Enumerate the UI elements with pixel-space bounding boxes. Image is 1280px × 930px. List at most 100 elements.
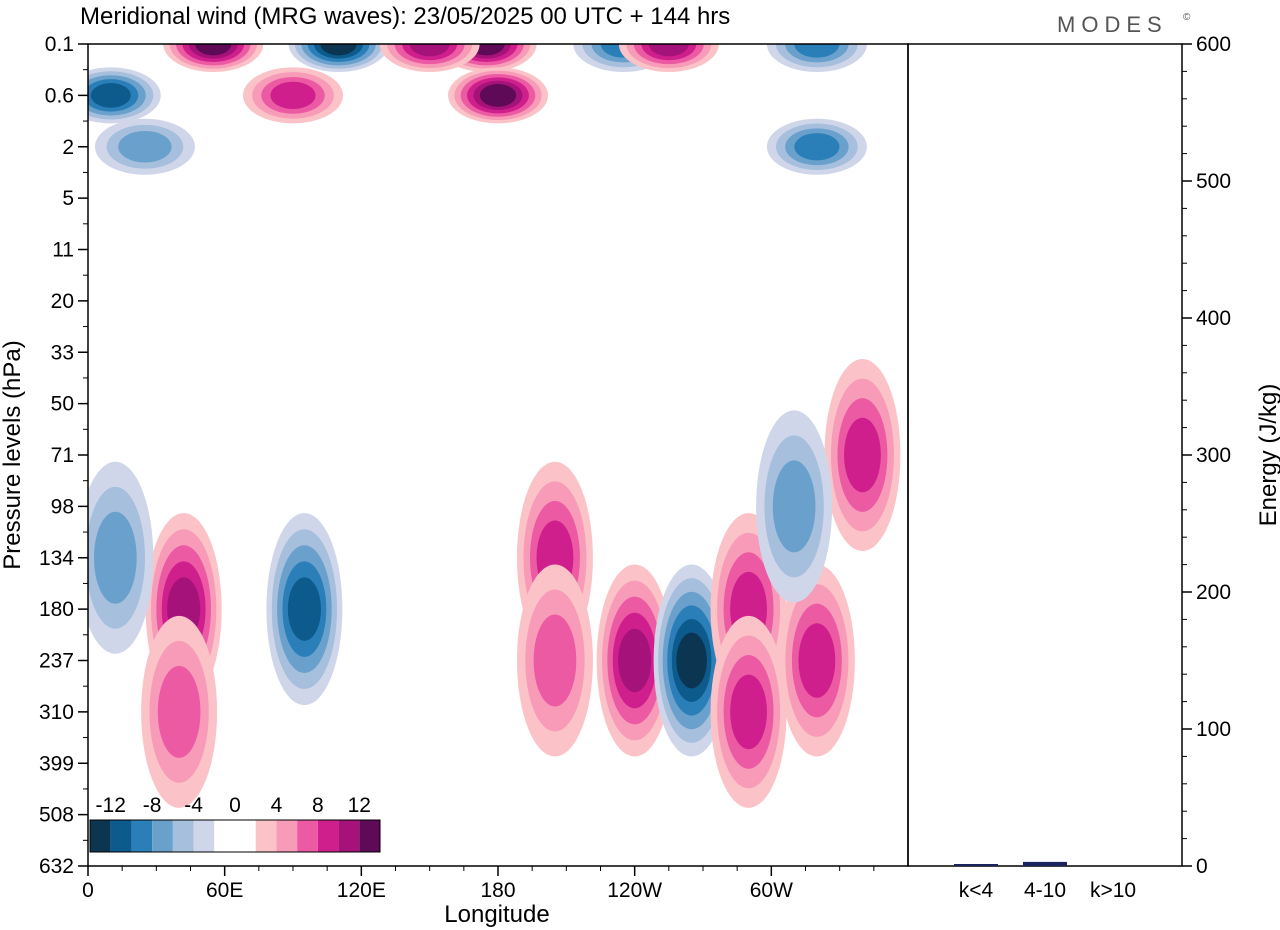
heatmap-anomaly <box>266 513 343 706</box>
x-tick-label: 180 <box>480 879 515 902</box>
heatmap-anomaly <box>766 118 867 175</box>
heatmap-anomaly <box>778 564 855 757</box>
energy-panel-frame <box>907 43 1183 867</box>
x-tick-label: 60W <box>750 879 793 902</box>
x-tick-label: 60E <box>206 879 243 902</box>
y-tick-label: 50 <box>51 393 74 416</box>
y-tick-label: 2 <box>62 136 74 159</box>
y-tick-label: 237 <box>39 650 74 673</box>
y-tick-label: 11 <box>52 239 74 262</box>
contour-band <box>409 44 450 57</box>
colorbar-swatch <box>338 820 360 852</box>
contour-band <box>270 81 316 110</box>
colorbar-swatch <box>359 820 380 852</box>
contour-band <box>287 577 321 641</box>
contour-band <box>772 460 816 553</box>
contour-band <box>794 44 840 58</box>
colorbar-swatch <box>193 820 215 852</box>
modes-logo: MODES <box>1057 12 1168 37</box>
logo-copyright-mark: © <box>1183 12 1191 23</box>
x-axis-label: Longitude <box>444 901 549 928</box>
energy-category-label: k>10 <box>1090 879 1136 902</box>
heatmap-field <box>88 44 908 866</box>
chart-title: Meridional wind (MRG waves): 23/05/2025 … <box>80 3 730 30</box>
energy-bar <box>954 864 998 866</box>
contour-band <box>844 417 881 493</box>
colorbar-swatch <box>90 820 111 852</box>
energy-bar <box>1023 861 1067 866</box>
x-tick-label: 120E <box>337 879 386 902</box>
heatmap-anomaly <box>756 410 833 603</box>
colorbar-swatch <box>110 820 132 852</box>
contour-band <box>195 44 232 56</box>
energy-tick-label: 300 <box>1196 444 1231 467</box>
energy-tick-label: 100 <box>1196 718 1231 741</box>
heatmap-anomaly <box>618 44 719 72</box>
heatmap-anomaly <box>710 615 787 808</box>
heatmap-anomaly <box>824 359 901 551</box>
y-tick-label: 5 <box>62 187 74 210</box>
energy-tick-label: 400 <box>1196 307 1231 330</box>
y-tick-label: 98 <box>51 495 74 518</box>
heatmap-anomaly <box>141 615 218 808</box>
colorbar: -12 -8 -4 0 4 8 12 <box>89 794 381 853</box>
y-tick-label: 33 <box>51 341 74 364</box>
energy-tick-label: 500 <box>1196 170 1231 193</box>
y-tick-label: 0.1 <box>45 33 74 56</box>
contour-band <box>648 44 689 57</box>
energy-tick-label: 200 <box>1196 581 1231 604</box>
energy-tick-label: 600 <box>1196 33 1231 56</box>
contour-band <box>118 130 172 163</box>
heatmap-anomaly <box>243 67 343 124</box>
colorbar-label: -8 <box>143 794 162 817</box>
colorbar-label: -4 <box>184 794 203 817</box>
y-tick-label: 508 <box>39 804 74 827</box>
colorbar-label: -12 <box>96 794 126 817</box>
heatmap-anomaly <box>288 44 389 72</box>
contour-band <box>798 623 836 698</box>
contour-band <box>90 83 131 108</box>
heatmap-anomaly <box>88 461 154 654</box>
energy-tick-label: 0 <box>1196 855 1208 878</box>
heatmap-anomaly <box>448 67 548 124</box>
colorbar-swatch <box>276 820 298 852</box>
contour-band <box>618 628 652 693</box>
heatmap-anomaly <box>88 67 161 124</box>
y-tick-label: 632 <box>39 855 74 878</box>
colorbar-swatch <box>152 820 173 852</box>
contour-band <box>794 133 840 161</box>
y-tick-label: 310 <box>39 701 74 724</box>
energy-category-label: k<4 <box>959 879 994 902</box>
y-axis-label: Pressure levels (hPa) <box>0 340 26 569</box>
colorbar-swatch <box>317 820 339 852</box>
contour-band <box>479 84 517 107</box>
contour-band <box>676 632 707 689</box>
heatmap-anomaly <box>163 44 264 72</box>
colorbar-swatch <box>214 820 235 852</box>
colorbar-label: 12 <box>348 794 371 817</box>
heatmap-anomaly <box>766 44 867 72</box>
colorbar-frame <box>89 819 381 853</box>
y-tick-label: 0.6 <box>45 84 74 107</box>
contour-band <box>320 44 357 56</box>
heatmap-anomaly <box>94 118 195 175</box>
y-tick-label: 71 <box>51 444 74 467</box>
contour-band <box>157 665 201 758</box>
x-tick-label: 0 <box>82 879 94 902</box>
heatmap-anomaly <box>596 564 673 757</box>
energy-category-label: 4-10 <box>1024 879 1066 902</box>
y-tick-label: 180 <box>39 598 74 621</box>
colorbar-label: 0 <box>229 794 241 817</box>
contour-band <box>533 614 577 707</box>
heatmap-anomaly <box>516 564 593 757</box>
y-tick-label: 20 <box>51 290 74 313</box>
energy-axis-label: Energy (J/kg) <box>1255 384 1280 527</box>
heatmap-anomaly <box>379 44 480 72</box>
y-tick-label: 134 <box>39 547 74 570</box>
x-tick-label: 120W <box>607 879 662 902</box>
contour-band <box>94 511 137 604</box>
colorbar-label: 4 <box>271 794 283 817</box>
y-tick-label: 399 <box>39 752 74 775</box>
colorbar-swatch <box>131 820 153 852</box>
